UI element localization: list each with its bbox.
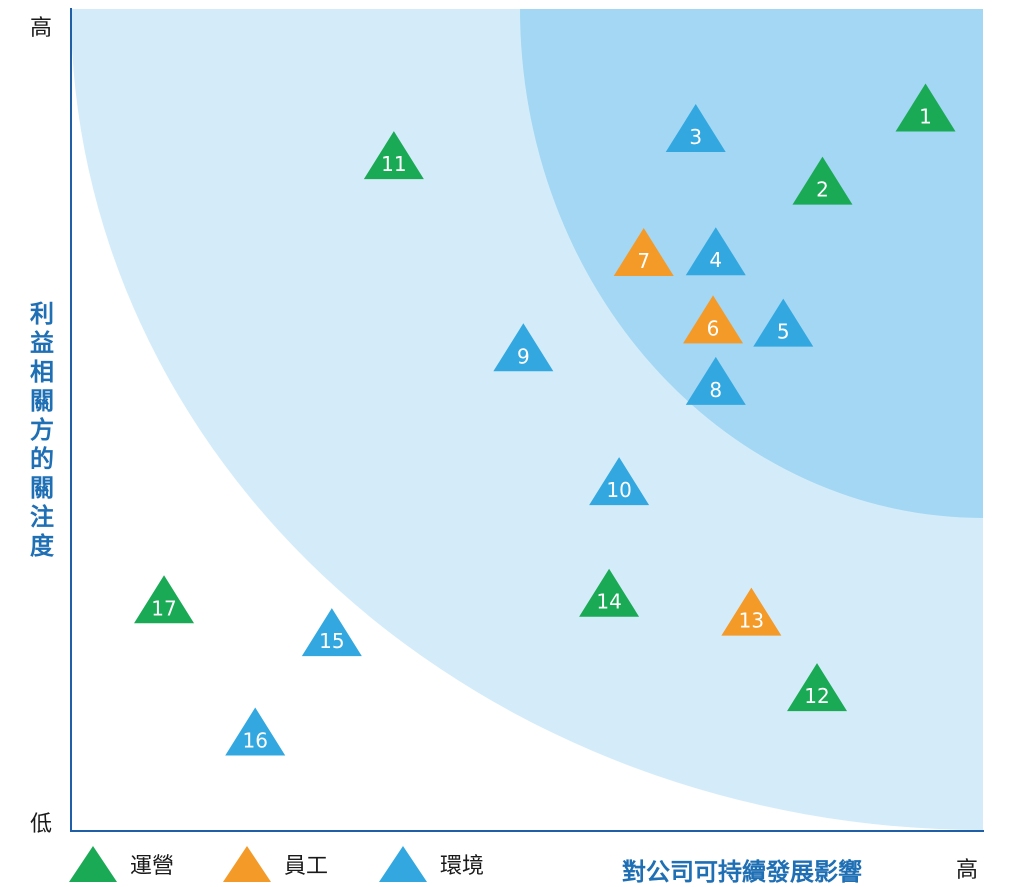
point-marker-5 xyxy=(753,298,814,347)
zone-high-concern xyxy=(520,9,983,518)
point-marker-13 xyxy=(721,587,782,636)
point-label-17: 17 xyxy=(151,596,176,620)
legend-label-operations: 運營 xyxy=(130,854,175,879)
point-7: 7 xyxy=(613,228,674,277)
point-marker-15 xyxy=(301,608,362,657)
point-label-1: 1 xyxy=(919,105,932,129)
y-axis-title: 利益相關方的關注度 xyxy=(30,300,54,560)
point-11: 11 xyxy=(363,131,424,180)
point-label-8: 8 xyxy=(709,378,722,402)
point-marker-6 xyxy=(683,295,744,344)
point-label-5: 5 xyxy=(777,320,790,344)
point-6: 6 xyxy=(683,295,744,344)
point-16: 16 xyxy=(225,707,286,756)
operations-triangle-icon xyxy=(69,846,117,882)
point-label-12: 12 xyxy=(804,684,829,708)
y-tick-high: 高 xyxy=(30,16,53,41)
x-tick-high: 高 xyxy=(956,858,979,883)
point-marker-2 xyxy=(792,156,853,205)
point-10: 10 xyxy=(589,457,650,506)
point-2: 2 xyxy=(792,156,853,205)
point-label-15: 15 xyxy=(319,629,344,653)
legend-label-staff: 員工 xyxy=(284,854,329,879)
legend-swatch-staff xyxy=(223,846,271,882)
legend-item-operations: 運營 xyxy=(68,846,174,882)
legend-item-staff: 員工 xyxy=(222,846,328,882)
point-14: 14 xyxy=(579,568,640,617)
point-label-9: 9 xyxy=(517,344,530,368)
point-17: 17 xyxy=(134,575,195,624)
zone-layer xyxy=(71,9,983,830)
point-label-16: 16 xyxy=(242,728,267,752)
point-marker-8 xyxy=(685,356,746,405)
point-marker-11 xyxy=(363,131,424,180)
point-9: 9 xyxy=(493,323,554,372)
point-label-3: 3 xyxy=(689,125,702,149)
point-marker-12 xyxy=(787,663,848,712)
point-5: 5 xyxy=(753,298,814,347)
point-label-11: 11 xyxy=(381,152,406,176)
point-13: 13 xyxy=(721,587,782,636)
point-label-14: 14 xyxy=(596,590,621,614)
point-8: 8 xyxy=(685,356,746,405)
point-marker-4 xyxy=(685,227,746,276)
point-marker-10 xyxy=(589,457,650,506)
point-marker-14 xyxy=(579,568,640,617)
point-marker-9 xyxy=(493,323,554,372)
point-marker-16 xyxy=(225,707,286,756)
legend-swatch-environment xyxy=(379,846,427,882)
point-marker-3 xyxy=(665,104,726,153)
point-4: 4 xyxy=(685,227,746,276)
point-label-13: 13 xyxy=(739,609,764,633)
point-15: 15 xyxy=(301,608,362,657)
legend-label-environment: 環境 xyxy=(440,854,485,879)
environment-triangle-icon xyxy=(379,846,427,882)
legend-item-environment: 環境 xyxy=(378,846,484,882)
y-tick-low: 低 xyxy=(30,812,53,837)
point-label-10: 10 xyxy=(606,478,631,502)
point-12: 12 xyxy=(787,663,848,712)
point-label-2: 2 xyxy=(816,178,829,202)
point-marker-17 xyxy=(134,575,195,624)
legend-swatch-operations xyxy=(69,846,117,882)
point-label-7: 7 xyxy=(637,249,650,273)
point-marker-7 xyxy=(613,228,674,277)
point-marker-1 xyxy=(895,83,956,132)
staff-triangle-icon xyxy=(223,846,271,882)
point-3: 3 xyxy=(665,104,726,153)
point-label-6: 6 xyxy=(707,316,720,340)
point-label-4: 4 xyxy=(709,248,722,272)
point-1: 1 xyxy=(895,83,956,132)
x-axis-title: 對公司可持續發展影響 xyxy=(622,858,862,886)
